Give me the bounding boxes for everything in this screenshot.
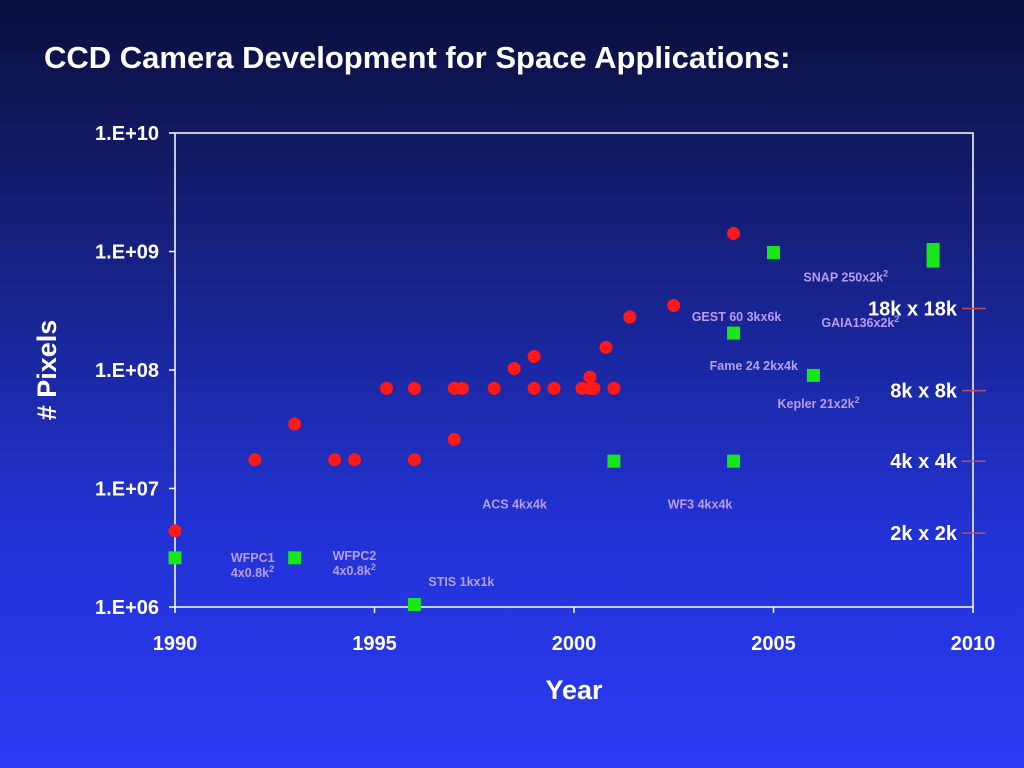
reference-label: 4k x 4k: [890, 451, 958, 473]
reference-label: 2k x 2k: [890, 523, 958, 545]
y-tick-label: 1.E+06: [95, 597, 159, 619]
y-tick-label: 1.E+09: [95, 242, 159, 264]
point-annotation: ACS 4kx4k: [482, 497, 547, 511]
data-point-circle: [455, 381, 469, 395]
data-point-circle: [507, 361, 521, 375]
x-tick-label: 1995: [352, 633, 397, 655]
data-point-square: [806, 368, 820, 382]
y-axis-title: # Pixels: [32, 320, 62, 421]
data-points: [168, 226, 940, 611]
x-tick-label: 2010: [951, 633, 996, 655]
x-axis-title: Year: [545, 675, 603, 705]
reference-label: 18k x 18k: [868, 299, 958, 321]
data-point-circle: [447, 432, 461, 446]
data-point-circle: [379, 381, 393, 395]
x-tick-label: 1990: [153, 633, 198, 655]
x-tick-label: 2005: [751, 633, 796, 655]
data-point-square: [727, 326, 741, 340]
page-title: CCD Camera Development for Space Applica…: [44, 40, 791, 75]
point-annotation: Kepler 21x2k2: [777, 395, 859, 411]
data-point-circle: [407, 453, 421, 467]
data-point-circle: [607, 381, 621, 395]
data-point-square: [926, 254, 940, 268]
data-point-square: [168, 551, 182, 565]
data-point-circle: [288, 417, 302, 431]
y-tick-label: 1.E+07: [95, 479, 159, 501]
point-annotation: WFPC1 4x0.8k2: [231, 551, 275, 580]
data-point-circle: [527, 349, 541, 363]
point-annotation: STIS 1kx1k: [428, 575, 494, 589]
data-point-circle: [328, 453, 342, 467]
data-point-circle: [348, 453, 362, 467]
data-point-circle: [727, 226, 741, 240]
data-point-circle: [487, 381, 501, 395]
data-point-square: [288, 551, 302, 565]
point-annotation: WF3 4kx4k: [668, 497, 733, 511]
point-annotation: SNAP 250x2k2: [803, 268, 888, 284]
data-point-circle: [527, 381, 541, 395]
data-point-circle: [599, 340, 613, 354]
reference-label: 8k x 8k: [890, 381, 958, 403]
y-tick-label: 1.E+10: [95, 123, 159, 145]
point-annotation: GEST 60 3kx6k: [692, 310, 782, 324]
reference-size-labels: 18k x 18k 8k x 8k 4k x 4k 2k x 2k: [868, 299, 986, 545]
data-point-square: [607, 454, 621, 468]
axes: 1.E+06 1.E+07 1.E+08 1.E+09 1.E+10 1990 1995 20…: [32, 123, 995, 705]
data-point-circle: [547, 381, 561, 395]
data-point-square: [767, 246, 780, 260]
plot-frame: [174, 132, 974, 608]
data-point-circle: [667, 299, 681, 313]
point-annotation: GAIA136x2k2: [821, 314, 899, 330]
point-annotation: Fame 24 2kx4k: [710, 359, 798, 373]
data-point-square: [407, 597, 421, 611]
data-point-square: [926, 242, 940, 256]
x-tick-label: 2000: [552, 633, 597, 655]
data-point-circle: [583, 370, 597, 384]
annotation-layer: WFPC1 4x0.8k2 WFPC2 4x0.8k2 STIS 1kx1k ACS 4k…: [231, 268, 900, 589]
data-point-circle: [587, 381, 601, 395]
data-point-circle: [407, 381, 421, 395]
plot-area: [174, 132, 974, 608]
data-point-circle: [623, 310, 637, 324]
point-annotation: WFPC2 4x0.8k2: [333, 549, 377, 578]
y-tick-label: 1.E+08: [95, 360, 159, 382]
data-point-circle: [168, 524, 182, 538]
data-point-square: [727, 454, 741, 468]
data-point-circle: [248, 453, 262, 467]
